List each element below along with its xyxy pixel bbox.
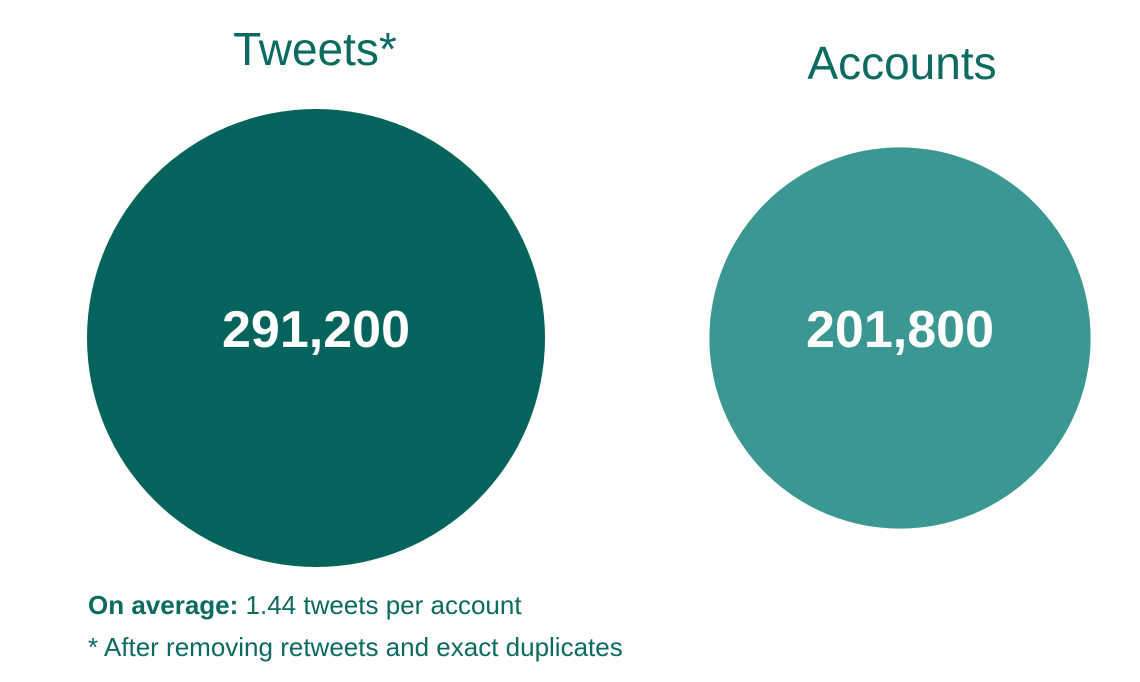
tweets-value-label: 291,200	[222, 301, 410, 359]
tweets-title: Tweets*	[233, 23, 397, 75]
average-note-text: 1.44 tweets per account	[238, 590, 522, 620]
duplicates-footnote: * After removing retweets and exact dupl…	[88, 632, 623, 662]
average-note-label: On average:	[88, 590, 239, 620]
accounts-bubble	[709, 147, 1091, 529]
tweets-bubble	[87, 109, 545, 567]
average-note: On average: 1.44 tweets per account	[88, 590, 522, 621]
accounts-title: Accounts	[807, 37, 997, 89]
accounts-value-label: 201,800	[806, 301, 994, 359]
